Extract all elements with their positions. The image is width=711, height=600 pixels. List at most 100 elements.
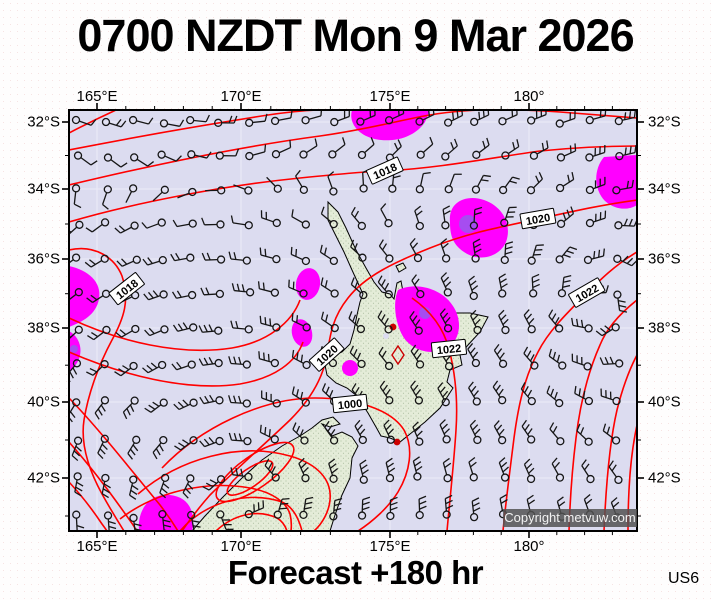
volcano-marker: [391, 344, 405, 366]
lat-axis-label-right: 42°S: [648, 469, 681, 487]
wind-barb: [357, 496, 371, 520]
coastline-landmass: [395, 262, 407, 273]
wind-barb: [468, 275, 479, 301]
wind-barb: [230, 320, 253, 334]
model-code-label: US6: [668, 570, 700, 587]
map-frame: [68, 109, 638, 532]
wind-barb: [614, 110, 637, 126]
city-marker: [393, 438, 401, 446]
wind-barb: [292, 422, 309, 445]
wind-barb: [259, 247, 281, 264]
lon-axis-label-top: 180°: [513, 88, 545, 105]
wind-barb: [73, 472, 84, 497]
wind-barb: [127, 435, 141, 460]
wind-barb: [271, 140, 292, 159]
wind-barb: [172, 219, 197, 228]
wind-barb: [173, 398, 198, 411]
wind-barb: [198, 324, 223, 335]
wind-barb: [202, 475, 226, 491]
wind-barb: [600, 388, 621, 406]
wind-barb: [409, 310, 423, 335]
isobar-line: [69, 441, 138, 531]
lat-axis-label-right: 32°S: [648, 113, 681, 131]
svg-text:1020: 1020: [525, 212, 551, 228]
wind-barb: [385, 139, 402, 162]
wind-barb: [549, 422, 565, 446]
wind-barb: [298, 457, 310, 483]
wind-barb: [69, 253, 81, 264]
isobar-line: [226, 460, 274, 496]
wind-barb: [414, 205, 424, 231]
wind-barb: [291, 386, 310, 407]
isobar-line: [411, 297, 458, 531]
wind-barb: [128, 475, 139, 500]
wind-barb: [327, 171, 338, 196]
wind-barb: [377, 310, 393, 334]
wind-barb: [555, 172, 575, 193]
wind-barb: [228, 432, 252, 446]
wind-barb: [103, 511, 117, 531]
isobar-label: 1022: [430, 338, 468, 359]
forecast-hour-label: Forecast +180 hr: [227, 554, 484, 591]
wind-barb: [410, 380, 424, 405]
wind-barb: [585, 144, 606, 162]
isobar-line: [69, 299, 301, 352]
wind-barb: [259, 315, 281, 332]
isobar-line: [215, 441, 295, 503]
wind-barb: [498, 273, 508, 298]
wind-barb: [498, 457, 510, 482]
wind-barb: [359, 459, 369, 484]
wind-barb: [103, 153, 128, 168]
heavy-rain-core: [419, 307, 431, 319]
wind-barb: [230, 467, 253, 482]
wind-barb: [523, 346, 539, 370]
wind-barb: [440, 238, 451, 263]
lon-axis-label-top: 165°E: [76, 88, 118, 105]
wind-barb: [87, 325, 111, 341]
lat-axis-label-left: 32°S: [27, 113, 60, 131]
wind-barb: [442, 457, 452, 483]
wind-barb: [200, 287, 225, 299]
lon-axis-label-bottom: 180°: [513, 538, 545, 555]
wind-barb: [172, 322, 198, 332]
wind-barb: [228, 395, 251, 408]
wind-barb: [259, 424, 279, 444]
wind-barb: [84, 254, 109, 268]
wind-barb: [493, 343, 508, 368]
wind-barb: [69, 398, 81, 423]
wind-barb: [71, 115, 97, 126]
wind-barb: [177, 187, 197, 199]
wind-barb: [383, 419, 395, 444]
wind-barb: [470, 110, 490, 127]
wind-barb: [350, 239, 367, 262]
svg-text:1000: 1000: [337, 398, 363, 412]
lon-axis-label-bottom: 170°E: [220, 538, 262, 555]
isobar-line: [179, 496, 303, 531]
wind-barb: [258, 351, 280, 368]
wind-barb: [348, 311, 366, 334]
wind-barb: [526, 171, 543, 195]
lon-axis-label-top: 170°E: [220, 88, 262, 105]
wind-barb: [555, 246, 578, 264]
wind-barb: [295, 169, 309, 194]
wind-barb: [441, 138, 458, 161]
wind-barb: [555, 110, 576, 128]
wind-barb: [301, 110, 323, 125]
wind-barb: [97, 434, 109, 460]
wind-barb: [583, 248, 605, 265]
rain-area: [291, 319, 313, 347]
wind-barb: [443, 110, 464, 127]
wind-barb: [320, 206, 338, 229]
wind-barb: [416, 136, 434, 159]
wind-barb: [411, 274, 425, 299]
wind-barb: [141, 218, 166, 229]
wind-barb: [415, 495, 427, 520]
wind-barb: [444, 173, 462, 194]
wind-barb: [500, 241, 514, 265]
wind-barb: [122, 396, 139, 420]
wind-barb: [386, 496, 398, 521]
wind-barb: [440, 272, 452, 297]
isobar-line: [603, 354, 637, 531]
wind-barb: [500, 206, 517, 227]
